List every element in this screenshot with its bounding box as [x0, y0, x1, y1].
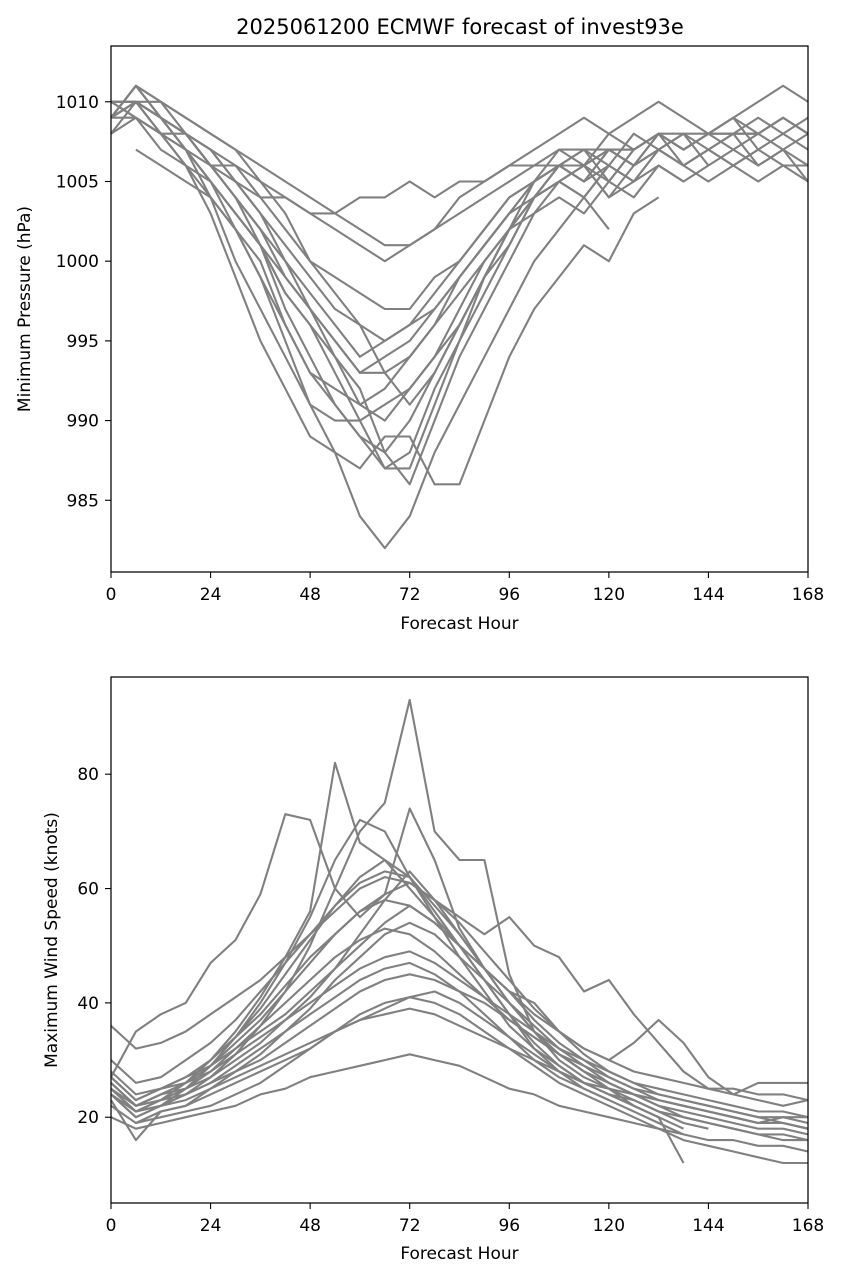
pressure-panel: 0 24 48 72 96 120 144 168 985 990 995 1000 1005 1010…	[15, 45, 824, 634]
pressure-x-axis-label: Forecast Hour	[400, 614, 518, 634]
pressure-y-tick-label: 990	[67, 412, 99, 432]
pressure-x-tick-label: 24	[200, 585, 222, 605]
pressure-series-line-14	[110, 100, 808, 374]
pressure-y-ticks: 985 990 995 1000 1005 1010	[56, 93, 111, 511]
wind-x-axis-label: Forecast Hour	[400, 1244, 518, 1264]
pressure-series-line-17	[110, 100, 809, 358]
pressure-y-tick-label: 985	[67, 491, 99, 511]
pressure-series-line-7	[110, 100, 759, 374]
wind-y-ticks: 20 40 60 80	[77, 765, 111, 1128]
pressure-axes-frame	[110, 45, 809, 573]
pressure-x-ticks: 0 24 48 72 96 120 144 168	[106, 572, 824, 605]
wind-series-line-5	[110, 761, 610, 1113]
wind-series-line-14	[110, 973, 808, 1119]
wind-y-tick-label: 80	[77, 765, 99, 785]
wind-series-line-19	[135, 996, 808, 1165]
pressure-y-tick-label: 995	[67, 332, 99, 352]
wind-y-tick-label: 20	[77, 1108, 99, 1128]
pressure-x-tick-label: 96	[498, 585, 520, 605]
pressure-y-axis-label: Minimum Pressure (hPa)	[15, 206, 35, 412]
wind-series-group	[110, 698, 809, 1165]
wind-x-tick-label: 0	[106, 1216, 117, 1236]
pressure-series-line-15	[110, 84, 610, 454]
pressure-x-tick-label: 72	[399, 585, 421, 605]
pressure-x-tick-label: 0	[106, 585, 117, 605]
wind-series-line-9	[110, 807, 809, 1107]
wind-series-line-13	[110, 921, 808, 1142]
wind-series-line-16	[110, 898, 809, 1102]
chart-title: 2025061200 ECMWF forecast of invest93e	[236, 15, 684, 39]
pressure-series-line-5	[111, 100, 660, 486]
wind-y-tick-label: 60	[77, 880, 99, 900]
wind-x-tick-label: 168	[792, 1216, 824, 1236]
wind-series-line-11	[110, 1053, 809, 1153]
wind-axes-frame	[110, 676, 809, 1204]
wind-x-tick-label: 144	[692, 1216, 724, 1236]
wind-x-tick-label: 72	[399, 1216, 421, 1236]
pressure-x-tick-label: 168	[792, 585, 824, 605]
wind-y-tick-label: 40	[77, 994, 99, 1014]
wind-x-tick-label: 96	[498, 1216, 520, 1236]
wind-series-line-2	[110, 698, 660, 1119]
pressure-y-tick-label: 1000	[56, 252, 99, 272]
pressure-series-line-3	[110, 100, 610, 550]
pressure-x-tick-label: 144	[692, 585, 724, 605]
wind-series-line-20	[110, 927, 809, 1130]
wind-series-line-18	[110, 950, 809, 1119]
wind-series-line-8	[110, 876, 808, 1096]
wind-x-tick-label: 24	[200, 1216, 222, 1236]
wind-panel: 0 24 48 72 96 120 144 168 20 40 60 80 Forecast Hou…	[42, 676, 824, 1264]
pressure-series-line-13	[110, 116, 809, 422]
pressure-x-tick-label: 48	[299, 585, 321, 605]
pressure-series-line-16	[110, 84, 809, 263]
pressure-x-tick-label: 120	[593, 585, 625, 605]
pressure-series-line-12	[110, 100, 809, 247]
wind-y-axis-label: Maximum Wind Speed (knots)	[42, 812, 62, 1068]
wind-x-ticks: 0 24 48 72 96 120 144 168	[106, 1203, 824, 1236]
wind-x-tick-label: 48	[299, 1216, 321, 1236]
pressure-y-tick-label: 1005	[56, 172, 99, 192]
pressure-series-group	[110, 84, 809, 550]
pressure-series-line-1	[110, 84, 660, 486]
wind-x-tick-label: 120	[593, 1216, 625, 1236]
pressure-series-line-18	[111, 100, 809, 342]
pressure-y-tick-label: 1010	[56, 93, 99, 113]
